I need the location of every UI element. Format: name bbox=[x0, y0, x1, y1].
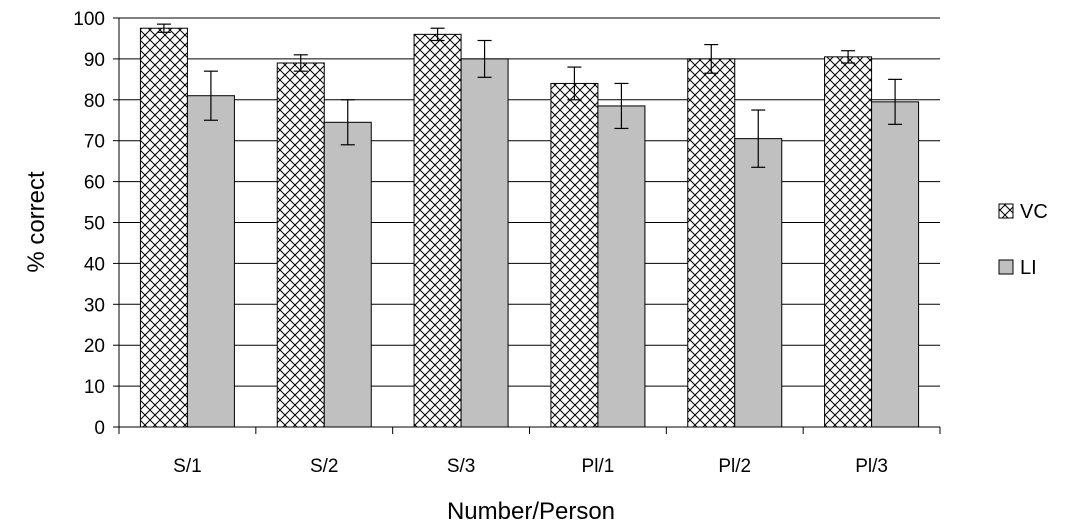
bar-li bbox=[460, 58, 509, 428]
y-tick-label: 60 bbox=[84, 173, 105, 194]
y-tick-label: 30 bbox=[84, 295, 105, 316]
legend-swatch-vc bbox=[998, 203, 1014, 219]
x-tick-label: S/3 bbox=[447, 456, 476, 477]
legend: VC LI bbox=[998, 201, 1048, 279]
plot-area: 0 10 20 30 40 50 60 70 80 90 100 S/1 S/2 S/3 Pl/1 Pl/2 P… bbox=[73, 9, 941, 477]
bar-li bbox=[871, 101, 920, 428]
y-tick-label: 50 bbox=[84, 214, 105, 235]
x-tick-label: Pl/2 bbox=[718, 456, 751, 477]
bar-vc bbox=[276, 62, 325, 428]
bar-vc bbox=[824, 56, 873, 428]
bar-li bbox=[597, 105, 646, 428]
y-tick-label: 100 bbox=[73, 9, 105, 30]
x-tick-label: S/2 bbox=[310, 456, 339, 477]
legend-label-li: LI bbox=[1020, 257, 1037, 279]
x-axis-title: Number/Person bbox=[447, 498, 615, 525]
y-tick-label: 10 bbox=[84, 377, 105, 398]
y-tick-label: 20 bbox=[84, 336, 105, 357]
bar-vc bbox=[550, 82, 599, 428]
x-tick-label: S/1 bbox=[173, 456, 202, 477]
legend-swatch-li bbox=[998, 259, 1014, 275]
y-tick-label: 0 bbox=[94, 418, 105, 439]
bar-vc bbox=[687, 58, 736, 428]
bar-li bbox=[734, 138, 783, 428]
bar-vc bbox=[413, 33, 462, 428]
bar-li bbox=[186, 95, 235, 428]
y-axis-title: % correct bbox=[23, 171, 50, 273]
legend-label-vc: VC bbox=[1020, 201, 1048, 223]
y-tick-label: 70 bbox=[84, 132, 105, 153]
y-tick-label: 80 bbox=[84, 91, 105, 112]
y-tick-label: 40 bbox=[84, 254, 105, 275]
y-tick-label: 90 bbox=[84, 50, 105, 71]
bar-vc bbox=[139, 27, 188, 428]
x-tick-label: Pl/3 bbox=[855, 456, 888, 477]
bar-li bbox=[323, 121, 372, 428]
x-tick-label: Pl/1 bbox=[582, 456, 615, 477]
